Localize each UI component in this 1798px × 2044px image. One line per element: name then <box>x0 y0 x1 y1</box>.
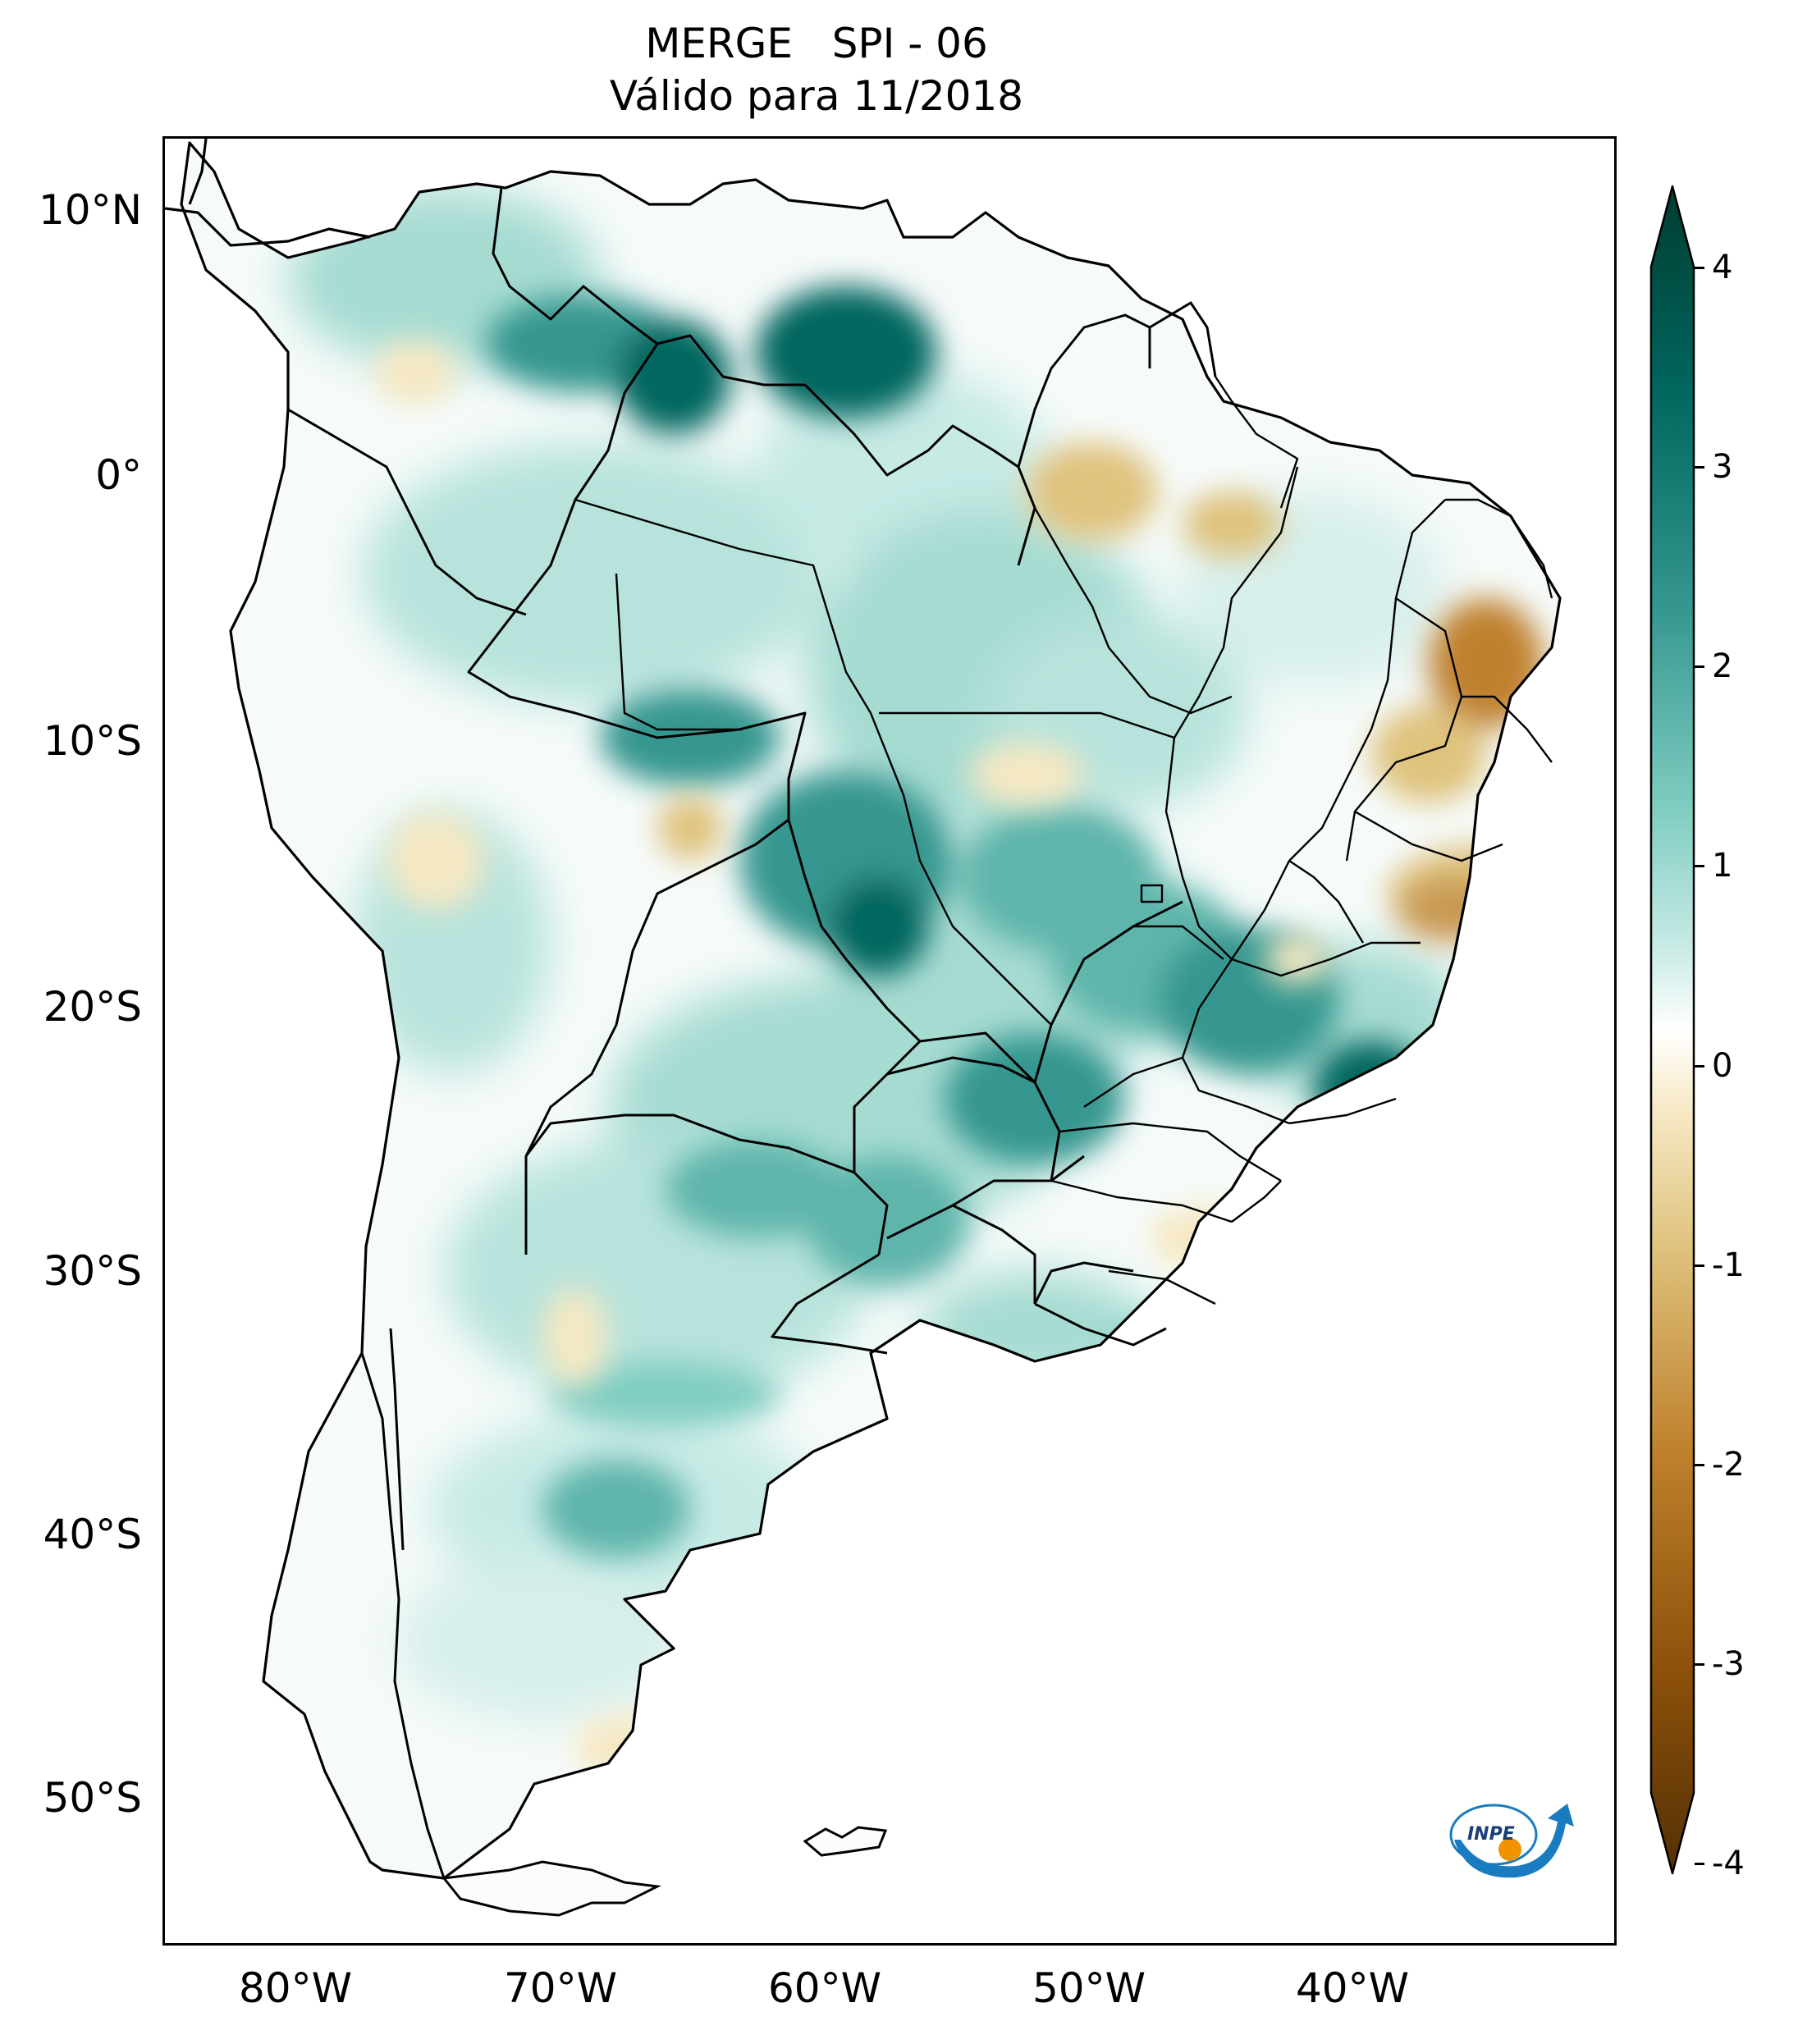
cbar-label-1: 1 <box>1712 847 1733 885</box>
falkland-islands <box>803 1826 888 1857</box>
cbar-tick <box>1695 1863 1704 1865</box>
lat-label-50s: 50°S <box>43 1774 142 1822</box>
inpe-logo: INPE <box>1449 1804 1574 1878</box>
lon-label-70w: 70°W <box>503 1964 618 2012</box>
cbar-label-0: 0 <box>1712 1047 1733 1085</box>
national-borders <box>287 187 1217 1879</box>
cbar-label-neg4: -4 <box>1712 1845 1745 1882</box>
lat-label-10s: 10°S <box>43 717 142 765</box>
tierra-del-fuego <box>441 1860 662 1917</box>
cbar-tick <box>1695 865 1704 867</box>
cbar-label-4: 4 <box>1712 249 1733 286</box>
lat-label-20s: 20°S <box>43 983 142 1031</box>
lat-label-10n: 10°N <box>38 186 142 234</box>
lat-label-0: 0° <box>95 451 142 499</box>
cbar-label-neg1: -1 <box>1712 1246 1745 1284</box>
spi-map <box>165 139 1562 1917</box>
lon-label-40w: 40°W <box>1295 1964 1410 2012</box>
cbar-tick <box>1695 267 1704 269</box>
cbar-label-2: 2 <box>1712 647 1733 685</box>
map-subtitle: Válido para 11/2018 <box>609 72 1024 120</box>
lon-label-60w: 60°W <box>767 1964 882 2012</box>
lat-label-30s: 30°S <box>43 1247 142 1295</box>
cbar-tick <box>1695 1663 1704 1666</box>
cbar-label-neg2: -2 <box>1712 1446 1745 1484</box>
logo-text: INPE <box>1467 1824 1515 1845</box>
lon-label-80w: 80°W <box>238 1964 353 2012</box>
lon-label-50w: 50°W <box>1032 1964 1146 2012</box>
logo-dot <box>1498 1838 1521 1861</box>
lat-label-40s: 40°S <box>43 1511 142 1558</box>
map-area <box>162 136 1617 1946</box>
state-borders <box>574 376 1553 1306</box>
cbar-label-3: 3 <box>1712 448 1733 486</box>
logo-orbit <box>1449 1804 1538 1866</box>
cbar-tick <box>1695 665 1704 668</box>
logo-swoosh-icon <box>1454 1804 1574 1878</box>
cbar-tick <box>1695 1264 1704 1267</box>
colorbar-fill <box>1649 185 1695 1875</box>
cbar-tick <box>1695 1464 1704 1466</box>
colorbar <box>1649 185 1695 1875</box>
map-title: MERGE SPI - 06 <box>645 20 988 67</box>
central-america-coast <box>165 207 371 247</box>
cbar-label-neg3: -3 <box>1712 1645 1745 1683</box>
central-america-border <box>188 139 208 205</box>
cbar-tick <box>1695 1065 1704 1068</box>
spi-field <box>288 188 1560 1780</box>
cbar-tick <box>1695 466 1704 469</box>
